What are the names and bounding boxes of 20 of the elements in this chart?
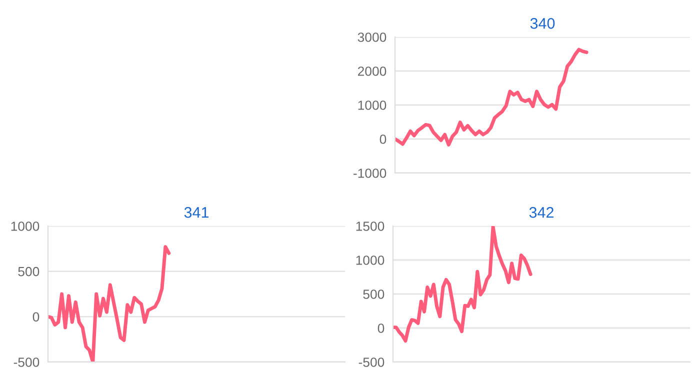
y-tick-label: 500: [363, 290, 384, 299]
y-tick-label: -500: [14, 358, 40, 367]
y-tick-label: 3000: [358, 32, 386, 42]
line-series: [393, 226, 532, 343]
chart-title: 341: [184, 207, 208, 218]
chart-title: 342: [529, 207, 554, 218]
y-tick-label: 0: [380, 134, 386, 144]
y-tick-label: 1000: [356, 256, 384, 265]
y-tick-label: 500: [18, 266, 40, 276]
line-series: [48, 245, 171, 362]
y-tick-label: 1000: [358, 100, 386, 110]
y-tick-label: 2000: [358, 66, 386, 76]
y-tick-label: 0: [32, 312, 40, 322]
line-series: [395, 48, 588, 147]
y-tick-label: 0: [378, 324, 384, 333]
y-tick-label: -500: [358, 358, 384, 367]
y-tick-label: 1000: [11, 222, 40, 231]
chart-title: 340: [530, 18, 555, 29]
y-tick-label: 1500: [356, 222, 384, 231]
y-tick-label: -1000: [354, 168, 386, 178]
